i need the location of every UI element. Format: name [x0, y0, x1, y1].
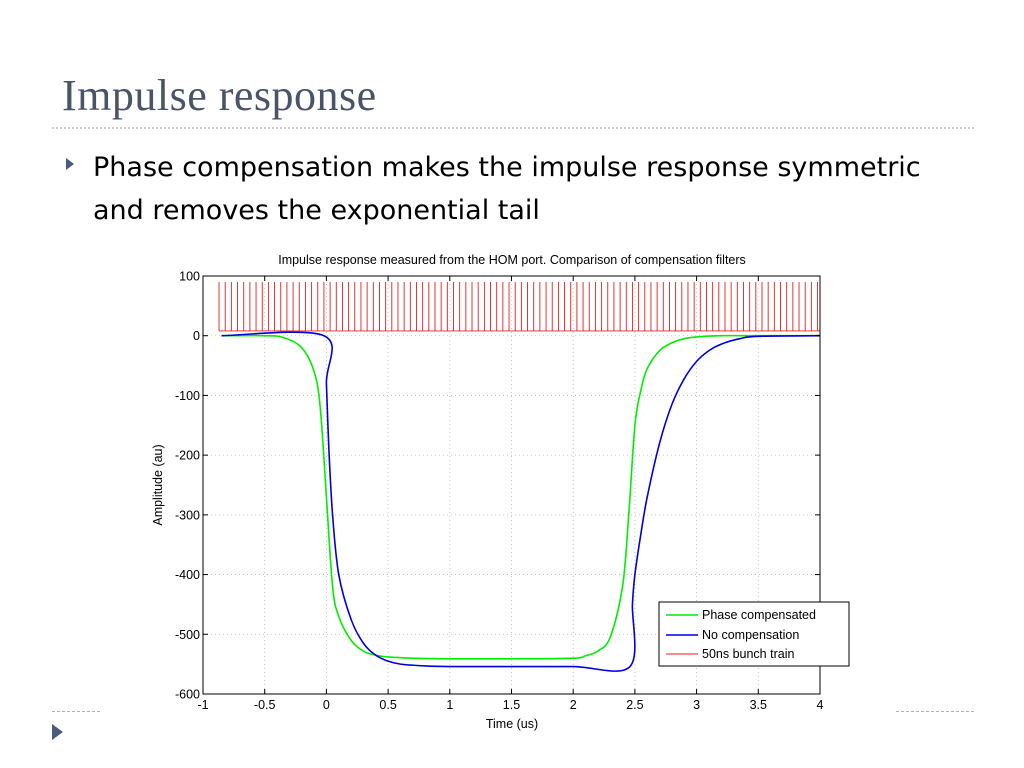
y-tick-label: -300 [175, 508, 200, 522]
chart-title: Impulse response measured from the HOM p… [278, 253, 746, 267]
bullet-arrow-icon [66, 158, 74, 170]
x-tick-label: 3 [693, 698, 700, 712]
x-tick-label: 0.5 [379, 698, 396, 712]
x-tick-label: 1.5 [503, 698, 520, 712]
slide-title: Impulse response [62, 71, 377, 120]
footer-line-left [52, 711, 100, 712]
y-tick-label: -200 [175, 449, 200, 463]
legend-label-bunch-train: 50ns bunch train [702, 647, 794, 661]
x-tick-label: 0 [323, 698, 330, 712]
footer-line-right [896, 711, 974, 712]
legend: Phase compensated No compensation 50ns b… [658, 601, 850, 667]
y-axis-label: Amplitude (au) [151, 444, 165, 525]
bullet-text: Phase compensation makes the impulse res… [93, 152, 921, 226]
y-tick-label: -400 [175, 568, 200, 582]
footer-arrow-icon [52, 724, 63, 740]
series-line-no-compensation [221, 331, 821, 672]
y-tick-label: 100 [179, 270, 200, 284]
x-tick-label: -0.5 [254, 698, 276, 712]
x-tick-label: 4 [817, 698, 824, 712]
legend-label-no-compensation: No compensation [702, 628, 799, 642]
x-tick-label: 2 [570, 698, 577, 712]
tick-marks [202, 275, 821, 695]
x-tick-label: 3.5 [750, 698, 767, 712]
series-line-phase-compensated [221, 334, 820, 660]
tick-labels: -1 -0.5 0 0.5 1 1.5 2 2.5 3 3.5 4 100 0 -100 -200 -300 -… [175, 270, 824, 713]
y-tick-label: -100 [175, 389, 200, 403]
y-tick-label: -600 [175, 688, 200, 702]
title-divider [52, 127, 974, 129]
impulse-response-chart: -1 -0.5 0 0.5 1 1.5 2 2.5 3 3.5 4 100 0 -100 -200 -300 -… [148, 246, 868, 738]
series-layer [221, 331, 821, 672]
bunch-train-layer [218, 281, 820, 332]
legend-label-phase-compensated: Phase compensated [702, 608, 816, 622]
x-tick-label: 1 [446, 698, 453, 712]
x-tick-label: -1 [197, 698, 208, 712]
y-tick-label: -500 [175, 628, 200, 642]
y-tick-label: 0 [193, 329, 200, 343]
x-tick-label: 2.5 [626, 698, 643, 712]
legend-box [658, 601, 850, 667]
x-axis-label: Time (us) [486, 717, 538, 731]
